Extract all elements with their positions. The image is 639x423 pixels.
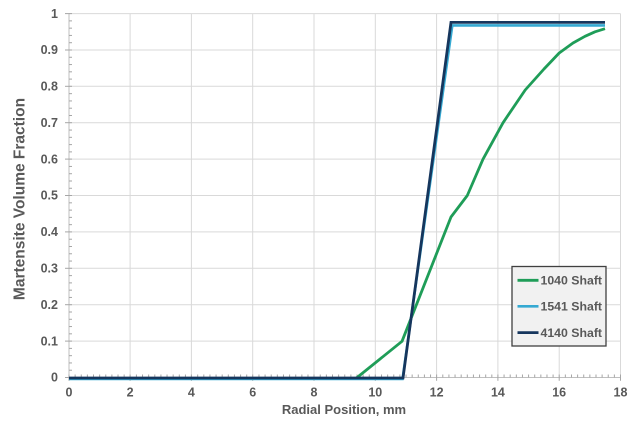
svg-text:8: 8 bbox=[311, 386, 318, 400]
svg-text:4140 Shaft: 4140 Shaft bbox=[541, 326, 603, 340]
svg-text:0.5: 0.5 bbox=[41, 189, 58, 203]
svg-text:0.7: 0.7 bbox=[41, 116, 58, 130]
svg-text:0.6: 0.6 bbox=[41, 152, 58, 166]
svg-text:1541 Shaft: 1541 Shaft bbox=[541, 300, 603, 314]
svg-text:0: 0 bbox=[51, 371, 58, 385]
svg-text:6: 6 bbox=[249, 386, 256, 400]
svg-text:18: 18 bbox=[614, 386, 628, 400]
svg-text:4: 4 bbox=[188, 386, 195, 400]
svg-text:14: 14 bbox=[491, 386, 505, 400]
svg-text:1: 1 bbox=[51, 7, 58, 21]
svg-text:0.1: 0.1 bbox=[41, 334, 58, 348]
svg-text:1040 Shaft: 1040 Shaft bbox=[541, 274, 603, 288]
svg-text:0.9: 0.9 bbox=[41, 43, 58, 57]
svg-text:0.3: 0.3 bbox=[41, 262, 58, 276]
svg-text:0.4: 0.4 bbox=[41, 225, 58, 239]
svg-text:0: 0 bbox=[66, 386, 73, 400]
svg-text:12: 12 bbox=[430, 386, 444, 400]
svg-text:0.8: 0.8 bbox=[41, 80, 58, 94]
svg-text:10: 10 bbox=[368, 386, 382, 400]
svg-text:16: 16 bbox=[552, 386, 566, 400]
svg-text:Martensite Volume Fraction: Martensite Volume Fraction bbox=[12, 98, 29, 300]
svg-text:2: 2 bbox=[127, 386, 134, 400]
svg-text:0.2: 0.2 bbox=[41, 298, 58, 312]
svg-text:Radial Position, mm: Radial Position, mm bbox=[282, 402, 406, 417]
